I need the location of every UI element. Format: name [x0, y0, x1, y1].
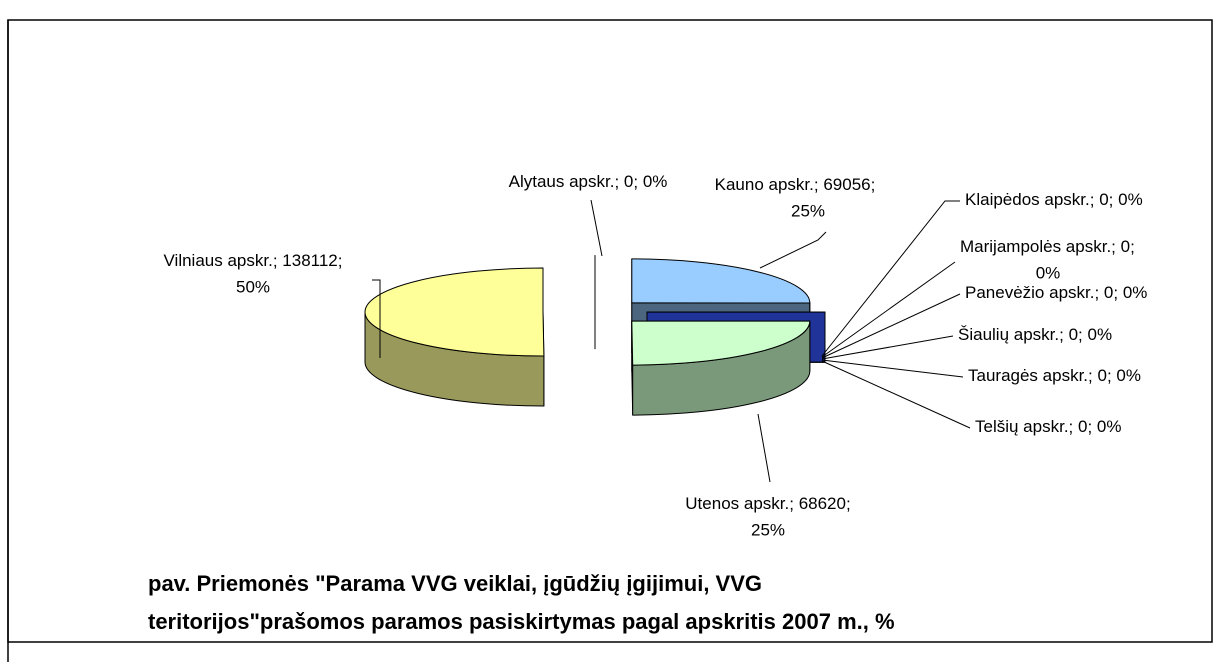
data-label: Panevėžio apskr.; 0; 0%	[965, 283, 1147, 302]
label-value: 138112	[282, 251, 337, 270]
leader-line	[372, 279, 381, 358]
slice-top	[364, 267, 545, 357]
data-label-percent: 50%	[236, 277, 270, 296]
leader-line	[757, 413, 771, 483]
leader-line	[821, 293, 961, 359]
label-percent: 0%	[1118, 190, 1143, 209]
caption-line: pav. Priemonės "Parama VVG veiklai, įgūd…	[148, 571, 762, 596]
data-label-percent: 25%	[751, 520, 785, 539]
label-category: Tauragės apskr.	[968, 366, 1088, 385]
label-category: Telšių apskr.	[975, 417, 1069, 436]
data-label: Marijampolės apskr.; 0;	[960, 237, 1135, 256]
slice-top	[631, 320, 811, 366]
label-value: 0	[1099, 190, 1108, 209]
data-label-percent: 0%	[1036, 263, 1061, 282]
label-value: 0	[624, 172, 633, 191]
label-category: Panevėžio apskr.	[965, 283, 1094, 302]
data-label: Utenos apskr.; 68620;	[685, 494, 850, 513]
data-label: Klaipėdos apskr.; 0; 0%	[965, 190, 1143, 209]
pie	[364, 255, 826, 416]
leader-line	[759, 231, 827, 269]
slice-top	[631, 258, 811, 304]
label-percent: 0%	[1116, 366, 1141, 385]
leader-line	[821, 261, 956, 358]
label-category: Klaipėdos apskr.	[965, 190, 1090, 209]
data-label: Vilniaus apskr.; 138112;	[164, 251, 343, 270]
data-label: Tauragės apskr.; 0; 0%	[968, 366, 1141, 385]
data-label: Alytaus apskr.; 0; 0%	[509, 172, 668, 191]
label-category: Šiaulių apskr.	[958, 325, 1059, 344]
label-category: Marijampolės apskr.	[960, 237, 1111, 256]
label-percent: 0%	[1097, 417, 1122, 436]
label-value: 0	[1121, 237, 1130, 256]
leader-line	[821, 335, 954, 360]
caption-line: teritorijos"prašomos paramos pasiskirtym…	[148, 609, 895, 634]
label-value: 0	[1104, 283, 1113, 302]
data-label: Telšių apskr.; 0; 0%	[975, 417, 1122, 436]
label-value: 68620	[799, 494, 846, 513]
label-category: Alytaus apskr.	[509, 172, 615, 191]
label-category: Utenos apskr.	[685, 494, 789, 513]
data-label: Šiaulių apskr.; 0; 0%	[958, 325, 1112, 344]
label-value: 0	[1069, 325, 1078, 344]
label-value: 69056	[823, 175, 870, 194]
label-category: Kauno apskr.	[715, 175, 814, 194]
label-percent: 0%	[1123, 283, 1148, 302]
label-percent: 0%	[1088, 325, 1113, 344]
leader-line	[821, 360, 971, 429]
leader-line	[821, 359, 964, 378]
data-label: Kauno apskr.; 69056;	[715, 175, 876, 194]
label-value: 0	[1097, 366, 1106, 385]
leader-line	[821, 200, 960, 357]
labels: Alytaus apskr.; 0; 0% Kauno apskr.; 69056…	[164, 172, 1148, 539]
label-value: 0	[1078, 417, 1087, 436]
label-percent: 0%	[643, 172, 668, 191]
label-category: Vilniaus apskr.	[164, 251, 273, 270]
data-label-percent: 25%	[791, 201, 825, 220]
leader-line	[590, 199, 603, 257]
